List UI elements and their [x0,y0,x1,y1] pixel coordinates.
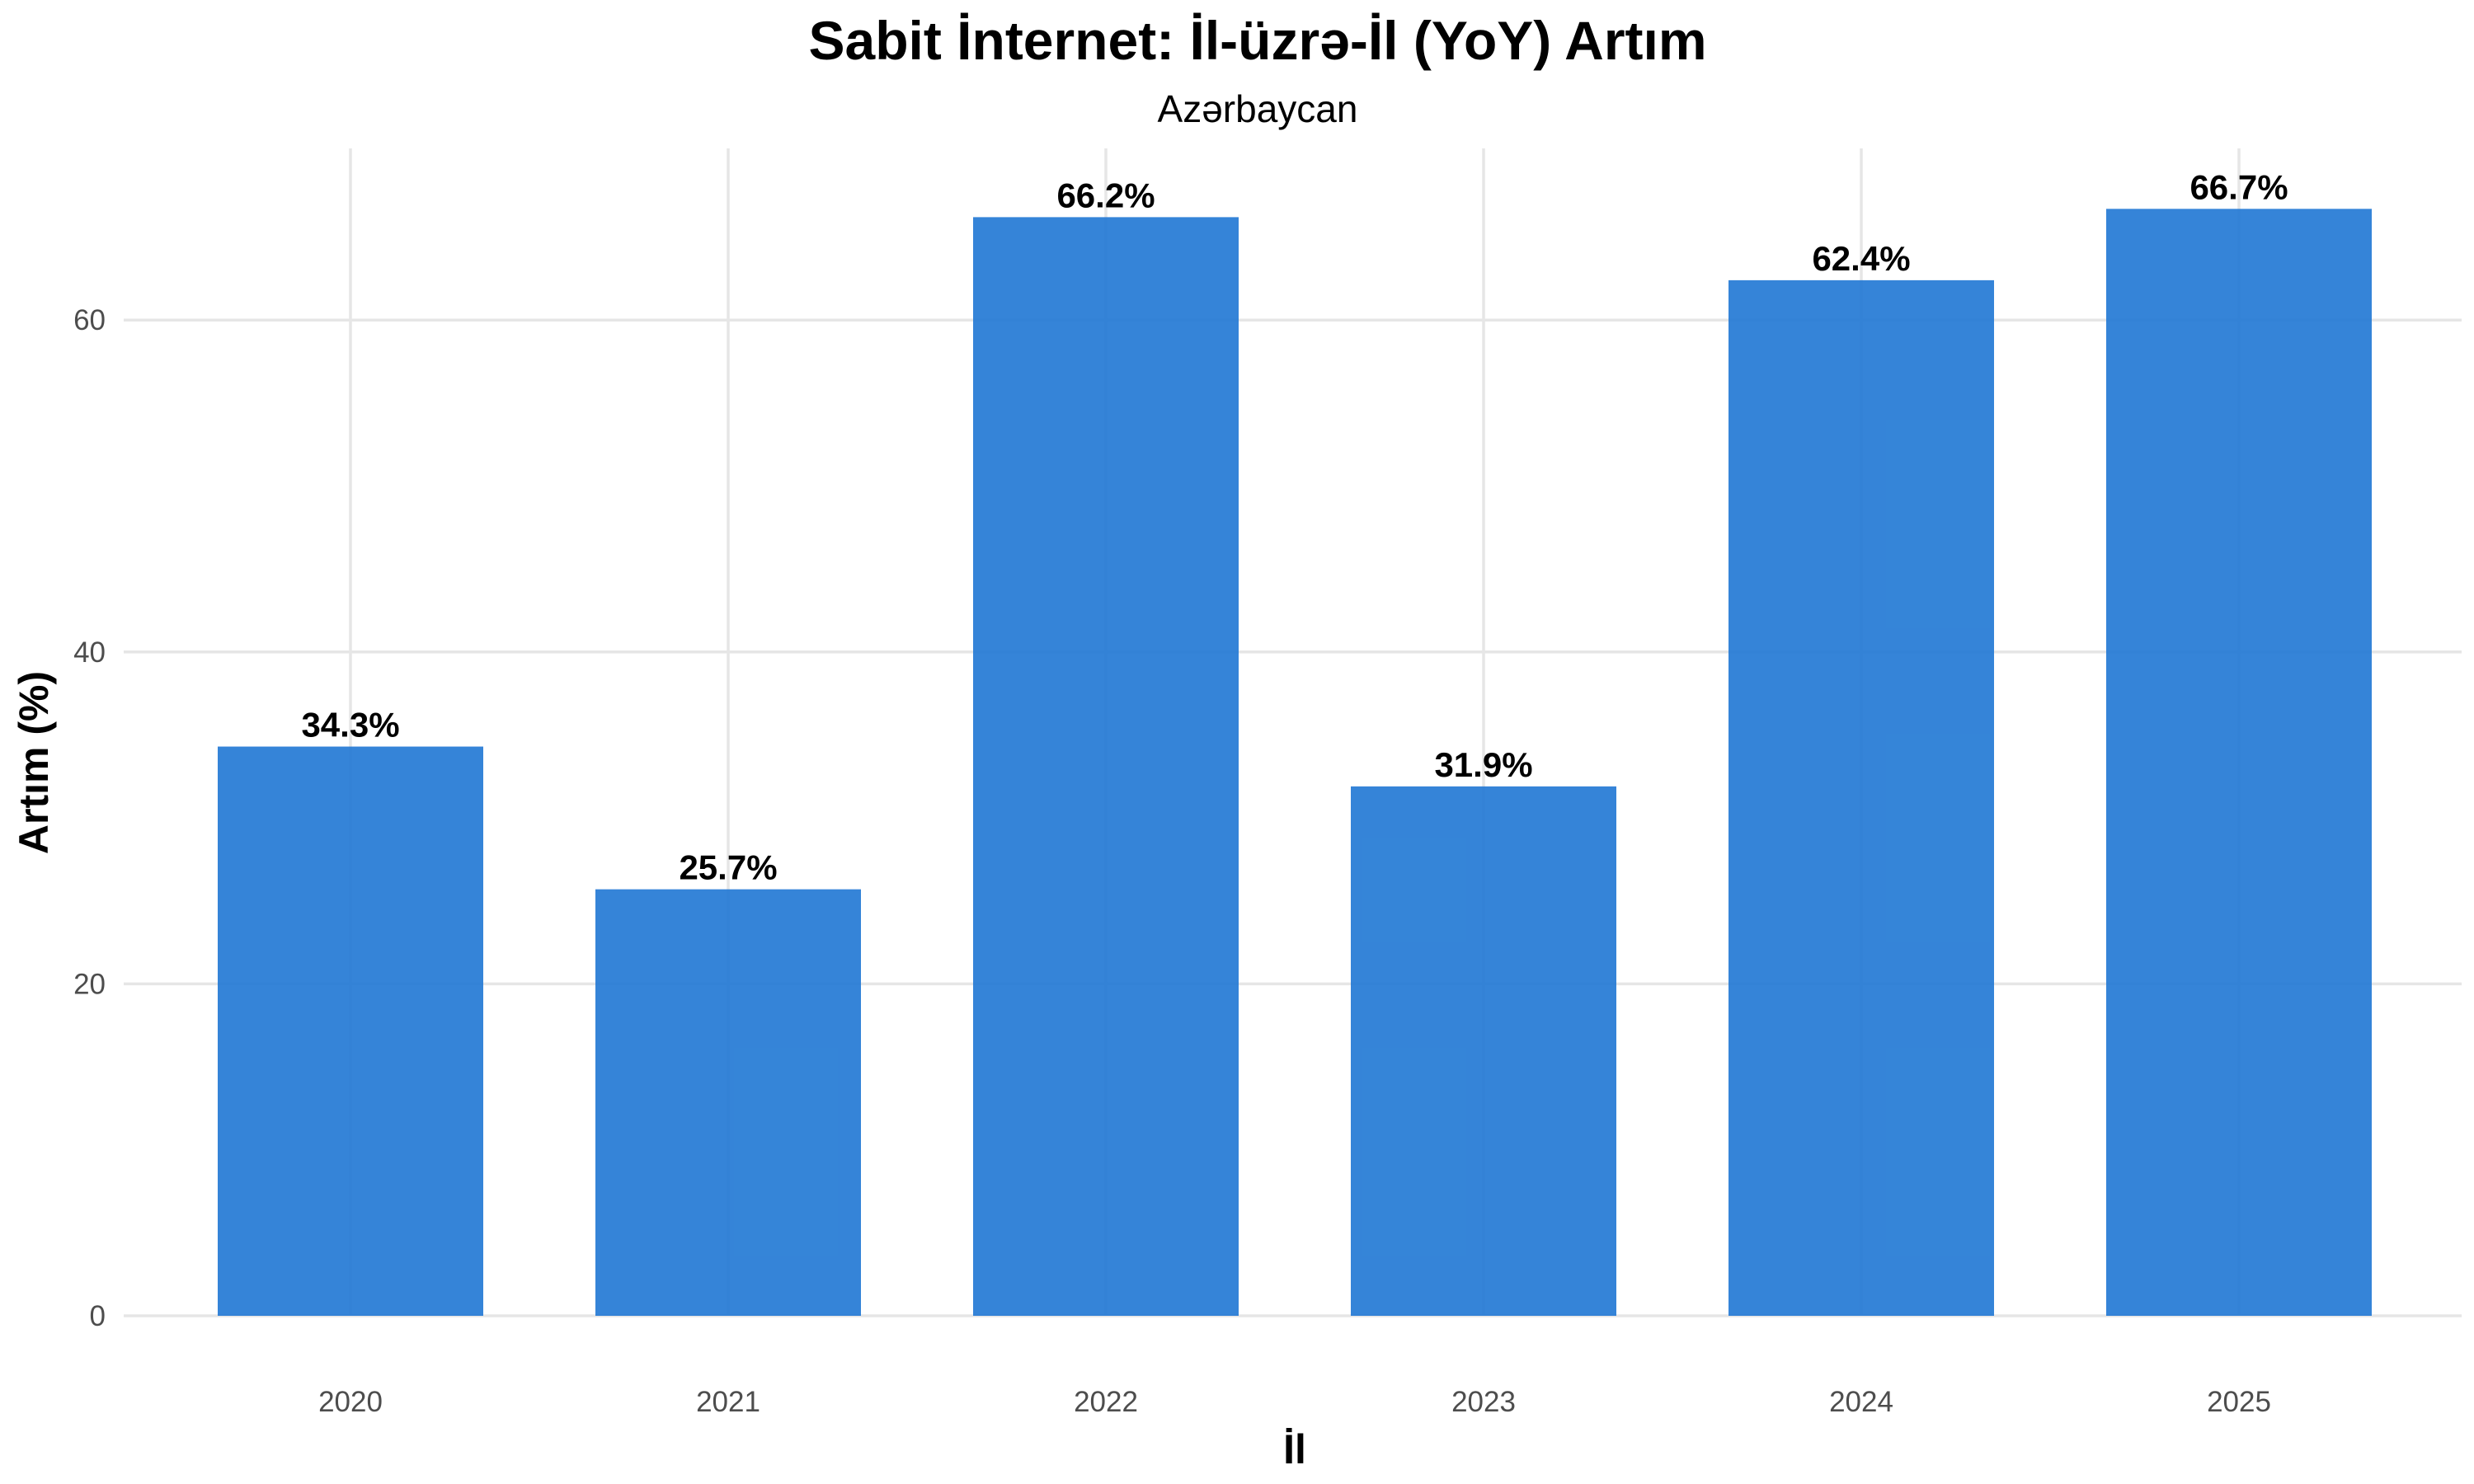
data-labels: 34.3% 25.7% 66.2% 31.9% 62.4% 66.7% [301,167,2288,886]
bar [1729,279,1994,1317]
bar [1351,786,1616,1316]
bar-value-label: 66.7% [2189,167,2288,206]
x-tick-label: 2020 [318,1386,383,1418]
bar-value-label: 34.3% [301,706,399,744]
bars [218,209,2372,1317]
x-tick-label: 2024 [1829,1386,1893,1418]
y-tick-label: 40 [73,636,106,669]
x-axis-ticks: 2020 2021 2022 2023 2024 2025 [318,1386,2271,1418]
chart-title: Sabit İnternet: İl-üzrə-İl (YoY) Artım [808,10,1706,71]
y-tick-label: 0 [90,1300,106,1332]
x-tick-label: 2025 [2207,1386,2271,1418]
y-tick-label: 20 [73,968,106,1000]
x-tick-label: 2023 [1451,1386,1516,1418]
bar-value-label: 66.2% [1056,176,1155,214]
bar-value-label: 62.4% [1812,239,1910,278]
bar-value-label: 25.7% [679,848,777,887]
y-tick-label: 60 [73,304,106,336]
chart-subtitle: Azərbaycan [1158,87,1358,130]
y-axis-title: Artım (%) [11,671,57,854]
bar [595,889,861,1316]
x-axis-title: İl [1283,1426,1306,1472]
x-tick-label: 2022 [1074,1386,1138,1418]
y-axis-ticks: 0 20 40 60 [73,304,106,1332]
bar [2106,209,2372,1317]
x-tick-label: 2021 [696,1386,760,1418]
bar [973,217,1239,1316]
bar-value-label: 31.9% [1434,745,1532,784]
bar [218,746,483,1316]
